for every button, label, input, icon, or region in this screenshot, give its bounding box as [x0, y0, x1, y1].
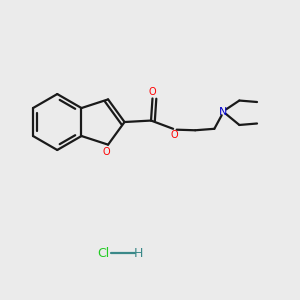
Text: O: O [103, 147, 110, 157]
Text: N: N [219, 107, 227, 117]
Text: O: O [149, 87, 156, 97]
Text: Cl: Cl [97, 247, 109, 260]
Text: O: O [170, 130, 178, 140]
Text: H: H [134, 247, 143, 260]
